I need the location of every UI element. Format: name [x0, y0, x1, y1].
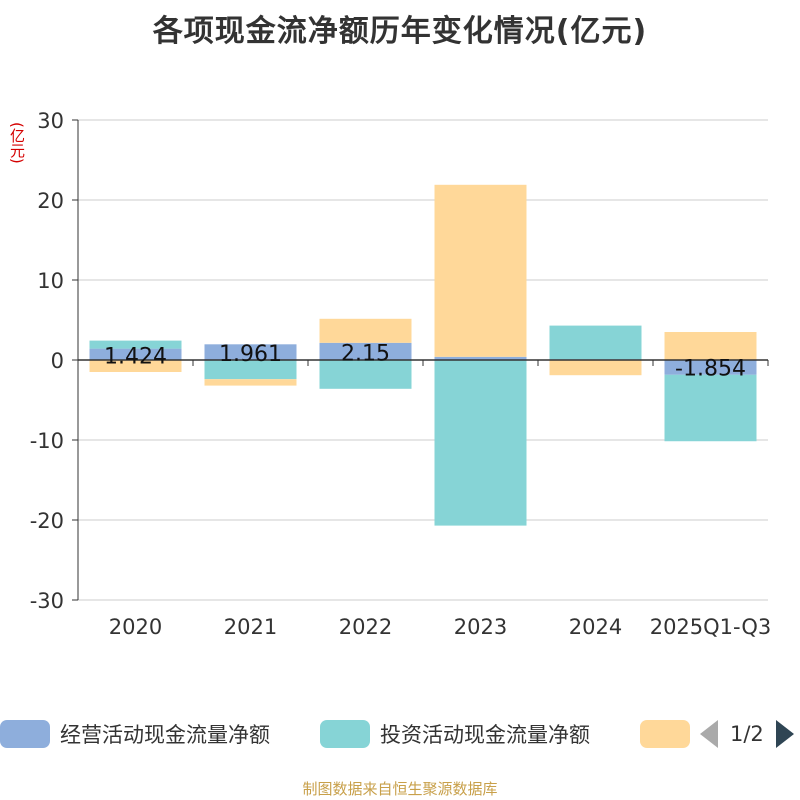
bar-s2-2: [319, 318, 412, 343]
data-label-0: 1.424: [104, 344, 167, 369]
bar-s0-5: [664, 360, 757, 375]
legend: 经营活动现金流量净额 投资活动现金流量净额: [0, 716, 800, 752]
data-label-5: -1.854: [675, 356, 746, 381]
y-tick-label-4: -10: [30, 429, 64, 453]
y-tick-label-6: -30: [30, 589, 64, 613]
x-tick-label-4: 2024: [569, 615, 622, 639]
legend-prev-page-icon[interactable]: [700, 720, 718, 748]
chart-title: 各项现金流净额历年变化情况(亿元): [152, 14, 648, 49]
legend-pager: 1/2: [700, 716, 794, 752]
data-label-1: 1.961: [219, 342, 282, 367]
legend-page-indicator: 1/2: [730, 722, 764, 746]
x-tick-label-0: 2020: [109, 615, 162, 639]
bar-s1-0: [89, 340, 182, 349]
y-axis-unit: (亿元): [8, 122, 26, 164]
bar-s0-2: [319, 342, 412, 360]
bar-s0-3: [434, 356, 527, 360]
legend-label-operating: 经营活动现金流量净额: [60, 723, 270, 747]
bar-s2-5: [664, 332, 757, 360]
bar-s2-0: [89, 360, 182, 372]
data-source-note: 制图数据来自恒生聚源数据库: [302, 780, 498, 798]
bar-s2-3: [434, 184, 527, 357]
legend-item-financing[interactable]: [640, 716, 700, 752]
bar-s0-1: [204, 344, 297, 360]
bar-s1-3: [434, 360, 527, 526]
legend-item-operating[interactable]: 经营活动现金流量净额: [0, 716, 270, 752]
x-tick-label-2: 2022: [339, 615, 392, 639]
bar-s1-4: [549, 325, 642, 360]
bar-s0-0: [89, 348, 182, 360]
x-tick-label-3: 2023: [454, 615, 507, 639]
legend-swatch-financing: [640, 720, 690, 748]
legend-swatch-operating: [0, 720, 50, 748]
data-label-2: 2.15: [341, 341, 390, 366]
bar-s1-2: [319, 360, 412, 389]
y-tick-label-1: 20: [37, 189, 64, 213]
bar-s2-1: [204, 379, 297, 386]
bar-s1-5: [664, 374, 757, 442]
x-tick-label-5: 2025Q1-Q3: [650, 615, 772, 639]
legend-item-investing[interactable]: 投资活动现金流量净额: [320, 716, 590, 752]
legend-swatch-investing: [320, 720, 370, 748]
y-tick-label-0: 30: [37, 109, 64, 133]
legend-label-investing: 投资活动现金流量净额: [380, 723, 590, 747]
bar-s2-4: [549, 360, 642, 376]
y-tick-label-2: 10: [37, 269, 64, 293]
y-tick-label-5: -20: [30, 509, 64, 533]
x-tick-label-1: 2021: [224, 615, 277, 639]
legend-next-page-icon[interactable]: [775, 720, 794, 748]
bar-s1-1: [204, 360, 297, 380]
y-tick-label-3: 0: [51, 349, 64, 373]
